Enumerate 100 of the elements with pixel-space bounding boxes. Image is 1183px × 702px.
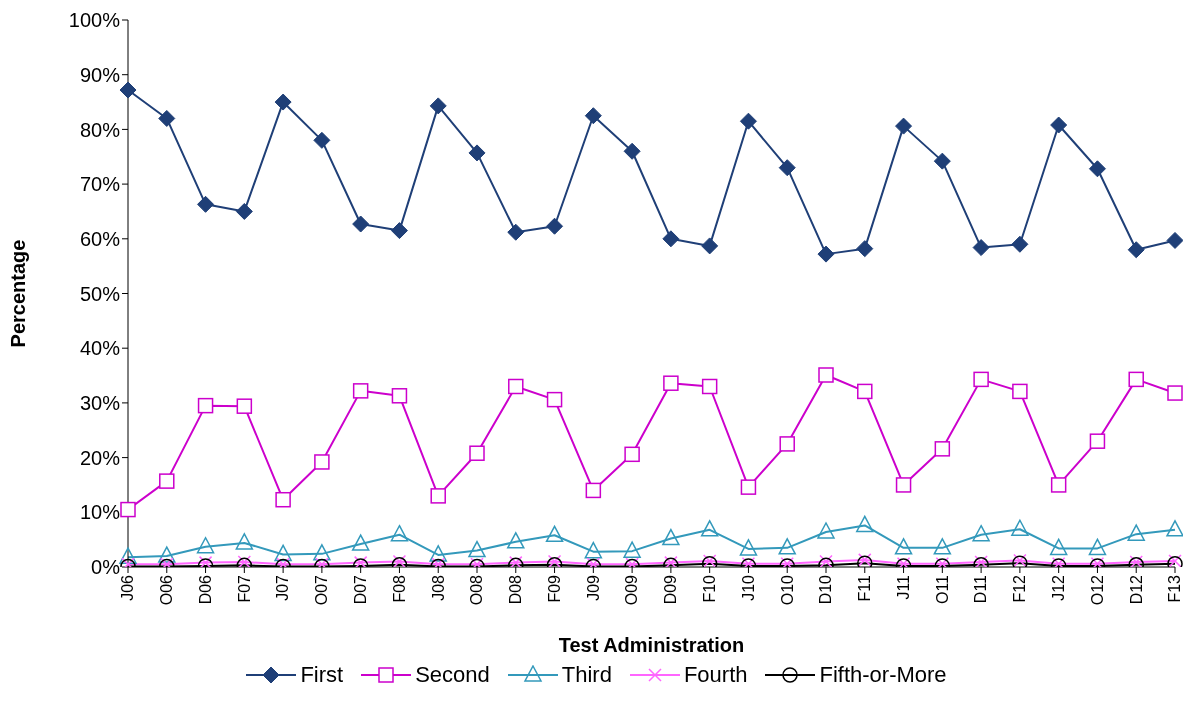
x-tick-label: D10	[817, 574, 835, 605]
point	[197, 195, 215, 213]
point	[585, 482, 602, 499]
point	[158, 109, 176, 127]
point	[895, 477, 912, 493]
point	[352, 383, 369, 399]
point	[275, 491, 291, 508]
point	[818, 367, 834, 383]
point	[119, 547, 137, 564]
point	[584, 541, 603, 559]
point	[120, 501, 136, 518]
legend-label: First	[300, 662, 344, 688]
y-tick-label: 20%	[79, 446, 121, 469]
point	[934, 441, 951, 457]
point	[546, 217, 564, 235]
point	[197, 397, 214, 414]
y-tick-label: 10%	[79, 501, 121, 524]
point	[779, 436, 795, 452]
x-tick-label: J09	[584, 574, 602, 601]
x-tick-label: J06	[119, 574, 137, 601]
x-tick-label: O08	[468, 574, 486, 606]
point	[314, 454, 330, 470]
y-tick-label: 80%	[79, 118, 121, 141]
point	[507, 223, 525, 241]
point	[624, 446, 640, 463]
point	[274, 544, 292, 562]
point	[235, 202, 253, 220]
point	[546, 391, 563, 408]
x-tick-label: D12	[1127, 574, 1145, 605]
x-tick-label: O12	[1088, 574, 1106, 606]
point	[391, 388, 408, 404]
point	[468, 540, 486, 558]
y-tick-label: 100%	[68, 9, 121, 32]
point	[1050, 116, 1068, 134]
x-tick-label: F08	[390, 574, 408, 603]
x-tick-label: D06	[196, 574, 214, 605]
point	[545, 525, 564, 543]
point	[1127, 241, 1145, 259]
point	[739, 539, 758, 556]
point	[663, 375, 679, 391]
x-tick-label: J12	[1050, 574, 1068, 601]
x-tick-label: F11	[856, 574, 874, 602]
point	[1088, 538, 1107, 556]
x-tick-label: O11	[933, 574, 951, 605]
y-axis-title: Percentage	[7, 239, 30, 348]
point	[429, 97, 447, 115]
point	[159, 473, 175, 489]
x-tick-label: D09	[662, 574, 680, 605]
point	[933, 538, 952, 555]
legend-label: Fourth	[683, 662, 748, 688]
point	[507, 532, 525, 549]
point	[352, 215, 370, 233]
point	[1166, 520, 1183, 537]
point	[700, 520, 719, 537]
point	[196, 537, 215, 554]
point	[1050, 477, 1067, 493]
point	[739, 112, 757, 130]
point	[623, 142, 641, 160]
point	[895, 117, 913, 135]
point	[430, 488, 446, 504]
point	[508, 378, 524, 395]
x-tick-label: O09	[623, 574, 641, 606]
point	[1128, 371, 1144, 388]
point	[1166, 231, 1183, 249]
point	[235, 533, 254, 550]
y-tick-label: 30%	[79, 392, 121, 414]
x-tick-label: F13	[1166, 574, 1183, 603]
point	[701, 237, 719, 255]
legend-label: Fifth-or-More	[819, 662, 947, 688]
point	[972, 524, 990, 542]
x-tick-label: O10	[778, 574, 796, 606]
point	[351, 534, 370, 551]
legend-label: Third	[561, 662, 612, 688]
point	[933, 152, 951, 170]
point	[778, 159, 796, 177]
y-tick-label: 50%	[79, 282, 121, 305]
x-tick-label: J10	[739, 574, 757, 601]
point	[1127, 524, 1145, 541]
legend-label: Second	[415, 662, 490, 688]
point	[390, 524, 409, 542]
point	[236, 398, 253, 414]
point	[817, 522, 835, 539]
point	[1089, 433, 1106, 449]
point	[158, 546, 176, 563]
point	[468, 144, 486, 162]
point	[740, 479, 757, 495]
point	[469, 445, 485, 461]
point	[856, 515, 874, 533]
point	[662, 528, 680, 546]
x-tick-label: J07	[274, 574, 292, 601]
point	[1011, 235, 1029, 253]
point	[1012, 383, 1028, 400]
point	[973, 371, 989, 388]
point	[856, 240, 874, 258]
point	[274, 93, 292, 111]
x-axis-title: Test Administration	[558, 634, 745, 656]
point	[584, 107, 602, 125]
point	[701, 378, 718, 395]
point	[857, 383, 873, 400]
point	[1167, 385, 1183, 401]
